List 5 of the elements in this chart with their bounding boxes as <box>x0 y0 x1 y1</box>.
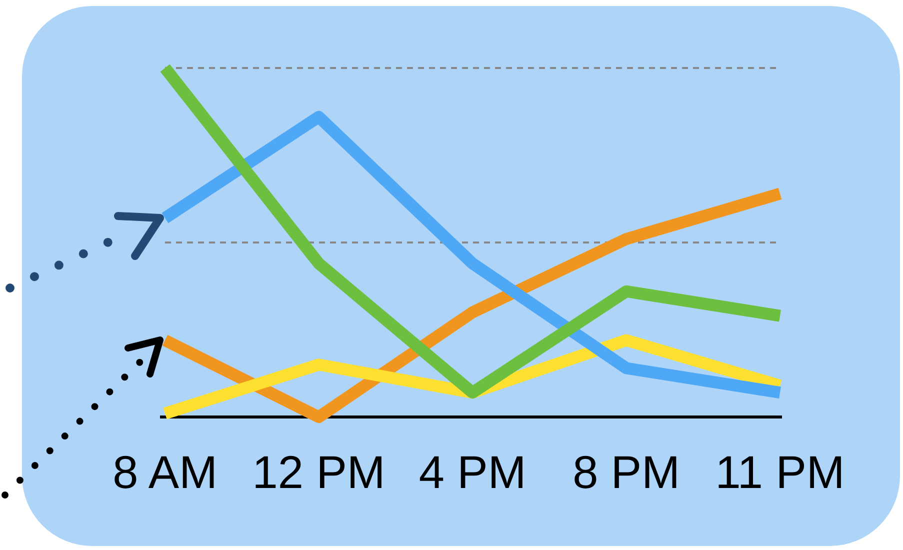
x-tick-label: 11 PM <box>715 446 845 498</box>
x-tick-label: 8 PM <box>572 446 680 498</box>
x-tick-label: 8 AM <box>112 446 218 498</box>
x-tick-label: 12 PM <box>252 446 386 498</box>
x-tick-label: 4 PM <box>418 446 526 498</box>
